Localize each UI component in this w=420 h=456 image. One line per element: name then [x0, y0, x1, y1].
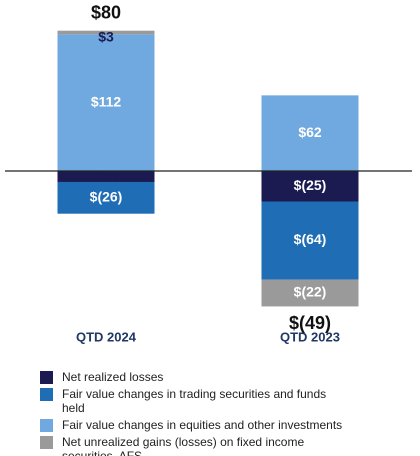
chart: $(9) $(26) $112 $3 $80 QTD 2024 $(25) $(64) $62 $… — [5, 2, 412, 344]
legend-swatch — [40, 388, 53, 401]
bar-segment — [261, 279, 359, 307]
legend-label: Net unrealized gains (losses) on fixed i… — [62, 435, 305, 456]
value-label: $112 — [91, 93, 122, 109]
bar-segment — [57, 181, 155, 214]
total-label: $(49) — [289, 313, 331, 333]
legend-swatch — [40, 436, 53, 449]
legend-item: Fair value changes in trading securities… — [40, 387, 370, 415]
bar-segment — [261, 201, 359, 280]
bar-segment — [261, 171, 359, 202]
value-label: $62 — [298, 124, 322, 140]
value-label: $(9) — [94, 169, 119, 185]
bar-segment — [57, 30, 155, 35]
bar-segment — [261, 95, 359, 171]
category-label: QTD 2024 — [76, 329, 137, 344]
legend-swatch — [40, 419, 53, 432]
legend-swatch — [40, 371, 53, 384]
legend-item: Net realized losses — [40, 370, 370, 384]
value-label: $(25) — [294, 177, 327, 193]
value-label: $3 — [98, 28, 114, 44]
value-label: $(64) — [294, 231, 327, 247]
value-label: $(26) — [90, 189, 123, 205]
legend-label: Fair value changes in trading securities… — [62, 387, 327, 415]
legend-label: Fair value changes in equities and other… — [62, 418, 343, 432]
legend-item: Fair value changes in equities and other… — [40, 418, 370, 432]
total-label: $80 — [91, 2, 121, 22]
value-label: $(22) — [294, 284, 327, 300]
bar-segment — [57, 171, 155, 182]
legend-label: Net realized losses — [62, 370, 164, 384]
legend: Net realized losses Fair value changes in… — [40, 370, 370, 456]
bar-segment — [57, 34, 155, 171]
legend-item: Net unrealized gains (losses) on fixed i… — [40, 435, 370, 456]
category-label: QTD 2023 — [280, 329, 340, 344]
